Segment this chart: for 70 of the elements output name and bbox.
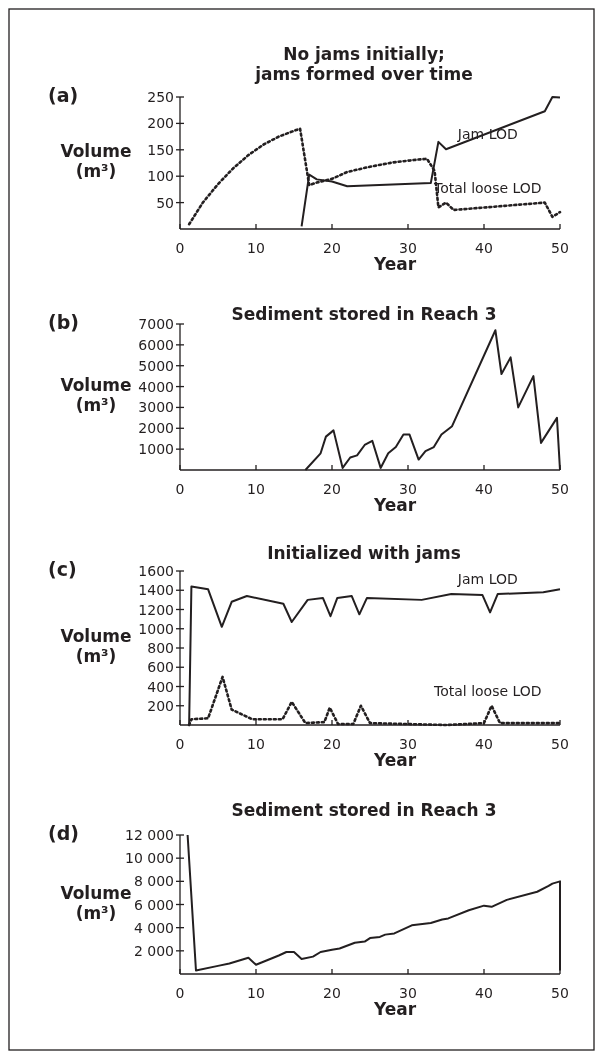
y-tick-label: 600 bbox=[147, 659, 174, 676]
text: (b) bbox=[48, 311, 79, 333]
y-tick-label: 50 bbox=[156, 194, 174, 211]
y-tick-label: 1600 bbox=[138, 563, 174, 579]
y-tick-label: 250 bbox=[147, 89, 174, 105]
series-label: Jam LOD bbox=[456, 571, 518, 588]
y-tick-label: 4 000 bbox=[133, 919, 174, 936]
x-tick-label: 30 bbox=[399, 240, 417, 256]
y-axis-title: Volume (m³) bbox=[60, 375, 132, 415]
x-tick-label: 50 bbox=[551, 240, 569, 256]
series-label: Jam LOD bbox=[456, 126, 518, 143]
x-axis-title: Year bbox=[372, 495, 417, 515]
y-tick-label: 150 bbox=[147, 141, 174, 158]
x-tick-label: 10 bbox=[247, 481, 265, 497]
x-tick-label: 0 bbox=[175, 481, 185, 497]
x-tick-label: 30 bbox=[399, 481, 417, 497]
chart-title: Sediment stored in Reach 3 bbox=[231, 800, 497, 820]
x-tick-label: 0 bbox=[175, 985, 185, 1001]
y-tick-label: 3000 bbox=[138, 399, 174, 416]
text: (a) bbox=[48, 84, 79, 106]
y-tick-label: 1200 bbox=[138, 601, 174, 618]
x-axis-title: Year bbox=[372, 750, 417, 770]
x-tick-label: 0 bbox=[175, 736, 185, 752]
series-label: Total loose LOD bbox=[432, 179, 542, 196]
x-tick-label: 20 bbox=[323, 481, 341, 497]
y-tick-label: 6000 bbox=[138, 336, 174, 353]
y-tick-label: 7000 bbox=[138, 316, 174, 332]
y-tick-label: 5000 bbox=[138, 357, 174, 374]
y-tick-label: 8 000 bbox=[133, 873, 174, 890]
chart-title: Sediment stored in Reach 3 bbox=[231, 304, 497, 324]
y-tick-label: 400 bbox=[147, 678, 174, 695]
x-tick-label: 10 bbox=[247, 736, 265, 752]
x-tick-label: 50 bbox=[551, 985, 569, 1001]
x-tick-label: 40 bbox=[475, 240, 493, 256]
y-tick-label: 2 000 bbox=[133, 942, 174, 959]
text: (d) bbox=[48, 822, 79, 844]
x-tick-label: 10 bbox=[247, 985, 265, 1001]
y-tick-label: 12 000 bbox=[125, 827, 174, 843]
y-tick-label: 1000 bbox=[138, 620, 174, 637]
x-tick-label: 50 bbox=[551, 481, 569, 497]
y-tick-label: 4000 bbox=[138, 378, 174, 395]
chart-title: Initialized with jams bbox=[267, 543, 461, 563]
x-tick-label: 50 bbox=[551, 736, 569, 752]
x-tick-label: 40 bbox=[475, 985, 493, 1001]
x-tick-label: 40 bbox=[475, 736, 493, 752]
y-tick-label: 800 bbox=[147, 640, 174, 656]
x-tick-label: 30 bbox=[399, 736, 417, 752]
y-axis-title: Volume (m³) bbox=[60, 626, 132, 666]
y-axis-title: Volume (m³) bbox=[60, 882, 132, 923]
y-tick-label: 1000 bbox=[138, 441, 174, 458]
x-tick-label: 30 bbox=[399, 985, 417, 1001]
y-tick-label: 10 000 bbox=[125, 850, 174, 867]
y-tick-label: 2000 bbox=[138, 420, 174, 437]
chart-title: No jams initially; jams formed over time bbox=[254, 44, 473, 84]
x-tick-label: 20 bbox=[323, 736, 341, 752]
x-tick-label: 0 bbox=[175, 240, 185, 256]
x-tick-label: 40 bbox=[475, 481, 493, 497]
x-axis-title: Year bbox=[372, 254, 417, 274]
series-label: Total loose LOD bbox=[432, 682, 542, 699]
text: (c) bbox=[48, 558, 77, 580]
y-axis-title: Volume (m³) bbox=[60, 141, 132, 181]
y-tick-label: 200 bbox=[147, 697, 174, 714]
y-tick-label: 1400 bbox=[138, 582, 174, 599]
y-tick-label: 200 bbox=[147, 115, 174, 132]
x-tick-label: 20 bbox=[323, 240, 341, 256]
x-axis-title: Year bbox=[372, 999, 417, 1019]
x-tick-label: 20 bbox=[323, 985, 341, 1001]
y-tick-label: 6 000 bbox=[133, 896, 174, 913]
y-tick-label: 100 bbox=[147, 168, 174, 185]
x-tick-label: 10 bbox=[247, 240, 265, 256]
